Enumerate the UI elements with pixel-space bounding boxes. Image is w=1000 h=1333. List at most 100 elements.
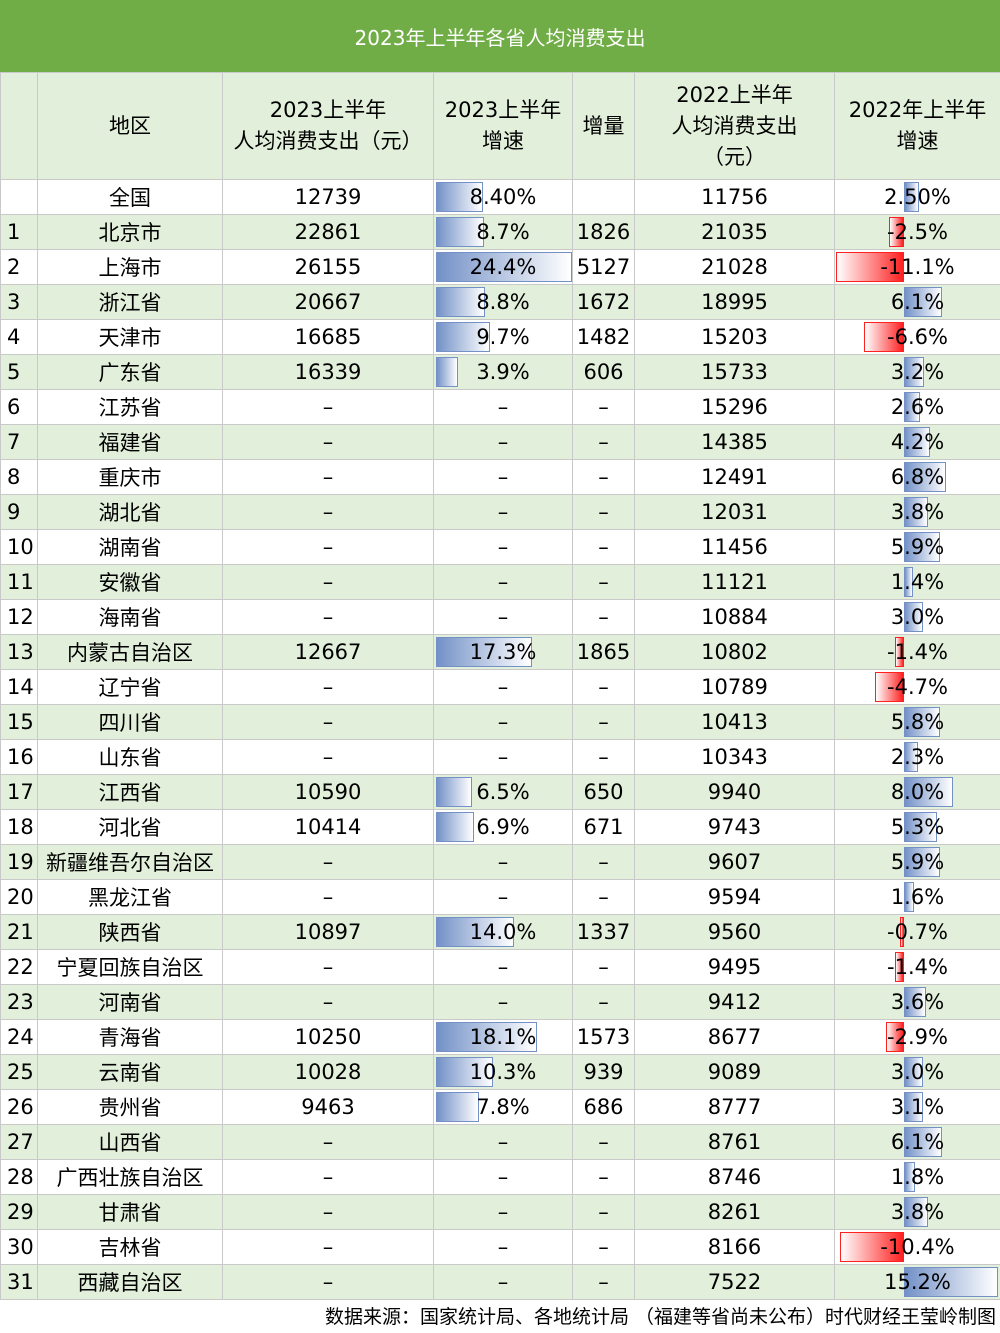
cell-region: 北京市	[37, 214, 223, 250]
cell-spend-2023: 26155	[222, 249, 434, 285]
cell-region: 安徽省	[37, 564, 223, 600]
cell-region-text: 广东省	[98, 361, 162, 385]
header-growth-2023-line2: 增速	[482, 129, 524, 153]
cell-spend-2022-text: 21028	[701, 255, 768, 279]
consumption-table: 地区 2023上半年 人均消费支出（元） 2023上半年 增速 增量 2022上…	[0, 72, 1000, 1300]
cell-growth-2023-text: 6.5%	[476, 780, 530, 804]
cell-increment-text: –	[598, 605, 609, 629]
cell-region: 辽宁省	[37, 669, 223, 705]
cell-spend-2023: –	[222, 704, 434, 740]
cell-spend-2023: –	[222, 1194, 434, 1230]
cell-growth-2023-text: 10.3%	[469, 1060, 537, 1084]
cell-spend-2023-text: 20667	[294, 290, 362, 314]
table-row: 11 安徽省 – – – 11121 1.4%	[0, 564, 1000, 600]
cell-spend-2022: 9594	[634, 879, 835, 915]
cell-increment-text: –	[598, 1235, 609, 1259]
cell-region: 吉林省	[37, 1229, 223, 1265]
table-row: 15 四川省 – – – 10413 5.8%	[0, 704, 1000, 740]
cell-spend-2023: –	[222, 494, 434, 530]
table-row: 13 内蒙古自治区 12667 17.3% 1865 10802 -1.4%	[0, 634, 1000, 670]
header-growth-2023: 2023上半年 增速	[433, 72, 573, 180]
cell-growth-2023: –	[433, 1159, 573, 1195]
cell-spend-2022-text: 11456	[701, 535, 768, 559]
cell-spend-2022-text: 12491	[701, 465, 768, 489]
cell-spend-2023-text: 12739	[294, 185, 362, 209]
growth-2023-bar	[436, 1057, 494, 1087]
cell-growth-2022-text: 6.1%	[890, 290, 945, 314]
cell-increment	[572, 179, 635, 215]
cell-growth-2023: –	[433, 1194, 573, 1230]
cell-index: 7	[0, 424, 38, 460]
cell-growth-2022-text: 5.8%	[890, 710, 945, 734]
cell-growth-2023-text: 7.8%	[476, 1095, 530, 1119]
cell-growth-2023: –	[433, 949, 573, 985]
cell-region-text: 福建省	[98, 431, 162, 455]
cell-increment: –	[572, 1124, 635, 1160]
cell-increment-text: –	[598, 850, 609, 874]
cell-spend-2023-text: –	[322, 1270, 334, 1294]
growth-2022-bar-positive	[904, 182, 920, 212]
cell-index-text: 27	[7, 1130, 34, 1154]
cell-spend-2023-text: –	[322, 570, 334, 594]
cell-increment: 1337	[572, 914, 635, 950]
cell-growth-2022-text: 5.3%	[890, 815, 945, 839]
cell-spend-2023-text: –	[322, 675, 334, 699]
cell-spend-2022: 8677	[634, 1019, 835, 1055]
cell-index-text: 30	[7, 1235, 34, 1259]
table-row: 29 甘肃省 – – – 8261 3.8%	[0, 1194, 1000, 1230]
cell-region: 宁夏回族自治区	[37, 949, 223, 985]
cell-index-text: 17	[7, 780, 34, 804]
cell-growth-2023: 18.1%	[433, 1019, 573, 1055]
cell-spend-2023-text: –	[322, 955, 334, 979]
growth-2022-bar-positive	[904, 1162, 916, 1192]
cell-region: 湖北省	[37, 494, 223, 530]
cell-index-text: 11	[7, 570, 34, 594]
table-row: 6 江苏省 – – – 15296 2.6%	[0, 389, 1000, 425]
cell-growth-2022: -1.4%	[834, 949, 1000, 985]
cell-increment: –	[572, 844, 635, 880]
cell-spend-2022-text: 11756	[701, 185, 768, 209]
cell-region-text: 浙江省	[98, 291, 162, 315]
cell-spend-2023-text: –	[322, 885, 334, 909]
table-row: 7 福建省 – – – 14385 4.2%	[0, 424, 1000, 460]
cell-spend-2023-text: –	[322, 465, 334, 489]
cell-region: 四川省	[37, 704, 223, 740]
cell-spend-2022: 9495	[634, 949, 835, 985]
cell-spend-2022: 9560	[634, 914, 835, 950]
cell-index: 16	[0, 739, 38, 775]
growth-2022-bar-negative	[836, 252, 904, 282]
table-row: 14 辽宁省 – – – 10789 -4.7%	[0, 669, 1000, 705]
cell-growth-2022: 6.1%	[834, 284, 1000, 320]
cell-spend-2022: 8777	[634, 1089, 835, 1125]
cell-increment: –	[572, 1159, 635, 1195]
cell-spend-2023: 12667	[222, 634, 434, 670]
growth-2022-bar-negative	[895, 637, 904, 667]
cell-growth-2023: –	[433, 459, 573, 495]
cell-growth-2023: –	[433, 1124, 573, 1160]
cell-region-text: 江苏省	[98, 396, 162, 420]
cell-growth-2022-text: 8.0%	[890, 780, 945, 804]
cell-growth-2023-text: –	[497, 465, 509, 489]
cell-index: 14	[0, 669, 38, 705]
cell-increment: –	[572, 599, 635, 635]
cell-spend-2022: 9412	[634, 984, 835, 1020]
cell-spend-2022: 9607	[634, 844, 835, 880]
cell-increment: 1573	[572, 1019, 635, 1055]
cell-index: 20	[0, 879, 38, 915]
cell-increment-text: –	[598, 430, 609, 454]
cell-index: 26	[0, 1089, 38, 1125]
cell-index-text: 23	[7, 990, 34, 1014]
cell-index: 2	[0, 249, 38, 285]
growth-2023-bar	[436, 812, 475, 842]
cell-growth-2023-text: –	[497, 675, 509, 699]
cell-region-text: 全国	[109, 186, 151, 210]
cell-growth-2023: –	[433, 1229, 573, 1265]
cell-spend-2022: 11121	[634, 564, 835, 600]
cell-growth-2023: –	[433, 494, 573, 530]
cell-increment-text: 1482	[576, 325, 631, 349]
cell-index-text: 9	[7, 500, 21, 524]
cell-growth-2023-text: 24.4%	[469, 255, 537, 279]
cell-region: 海南省	[37, 599, 223, 635]
cell-region-text: 新疆维吾尔自治区	[46, 851, 214, 875]
cell-growth-2022-text: -4.7%	[887, 675, 948, 699]
